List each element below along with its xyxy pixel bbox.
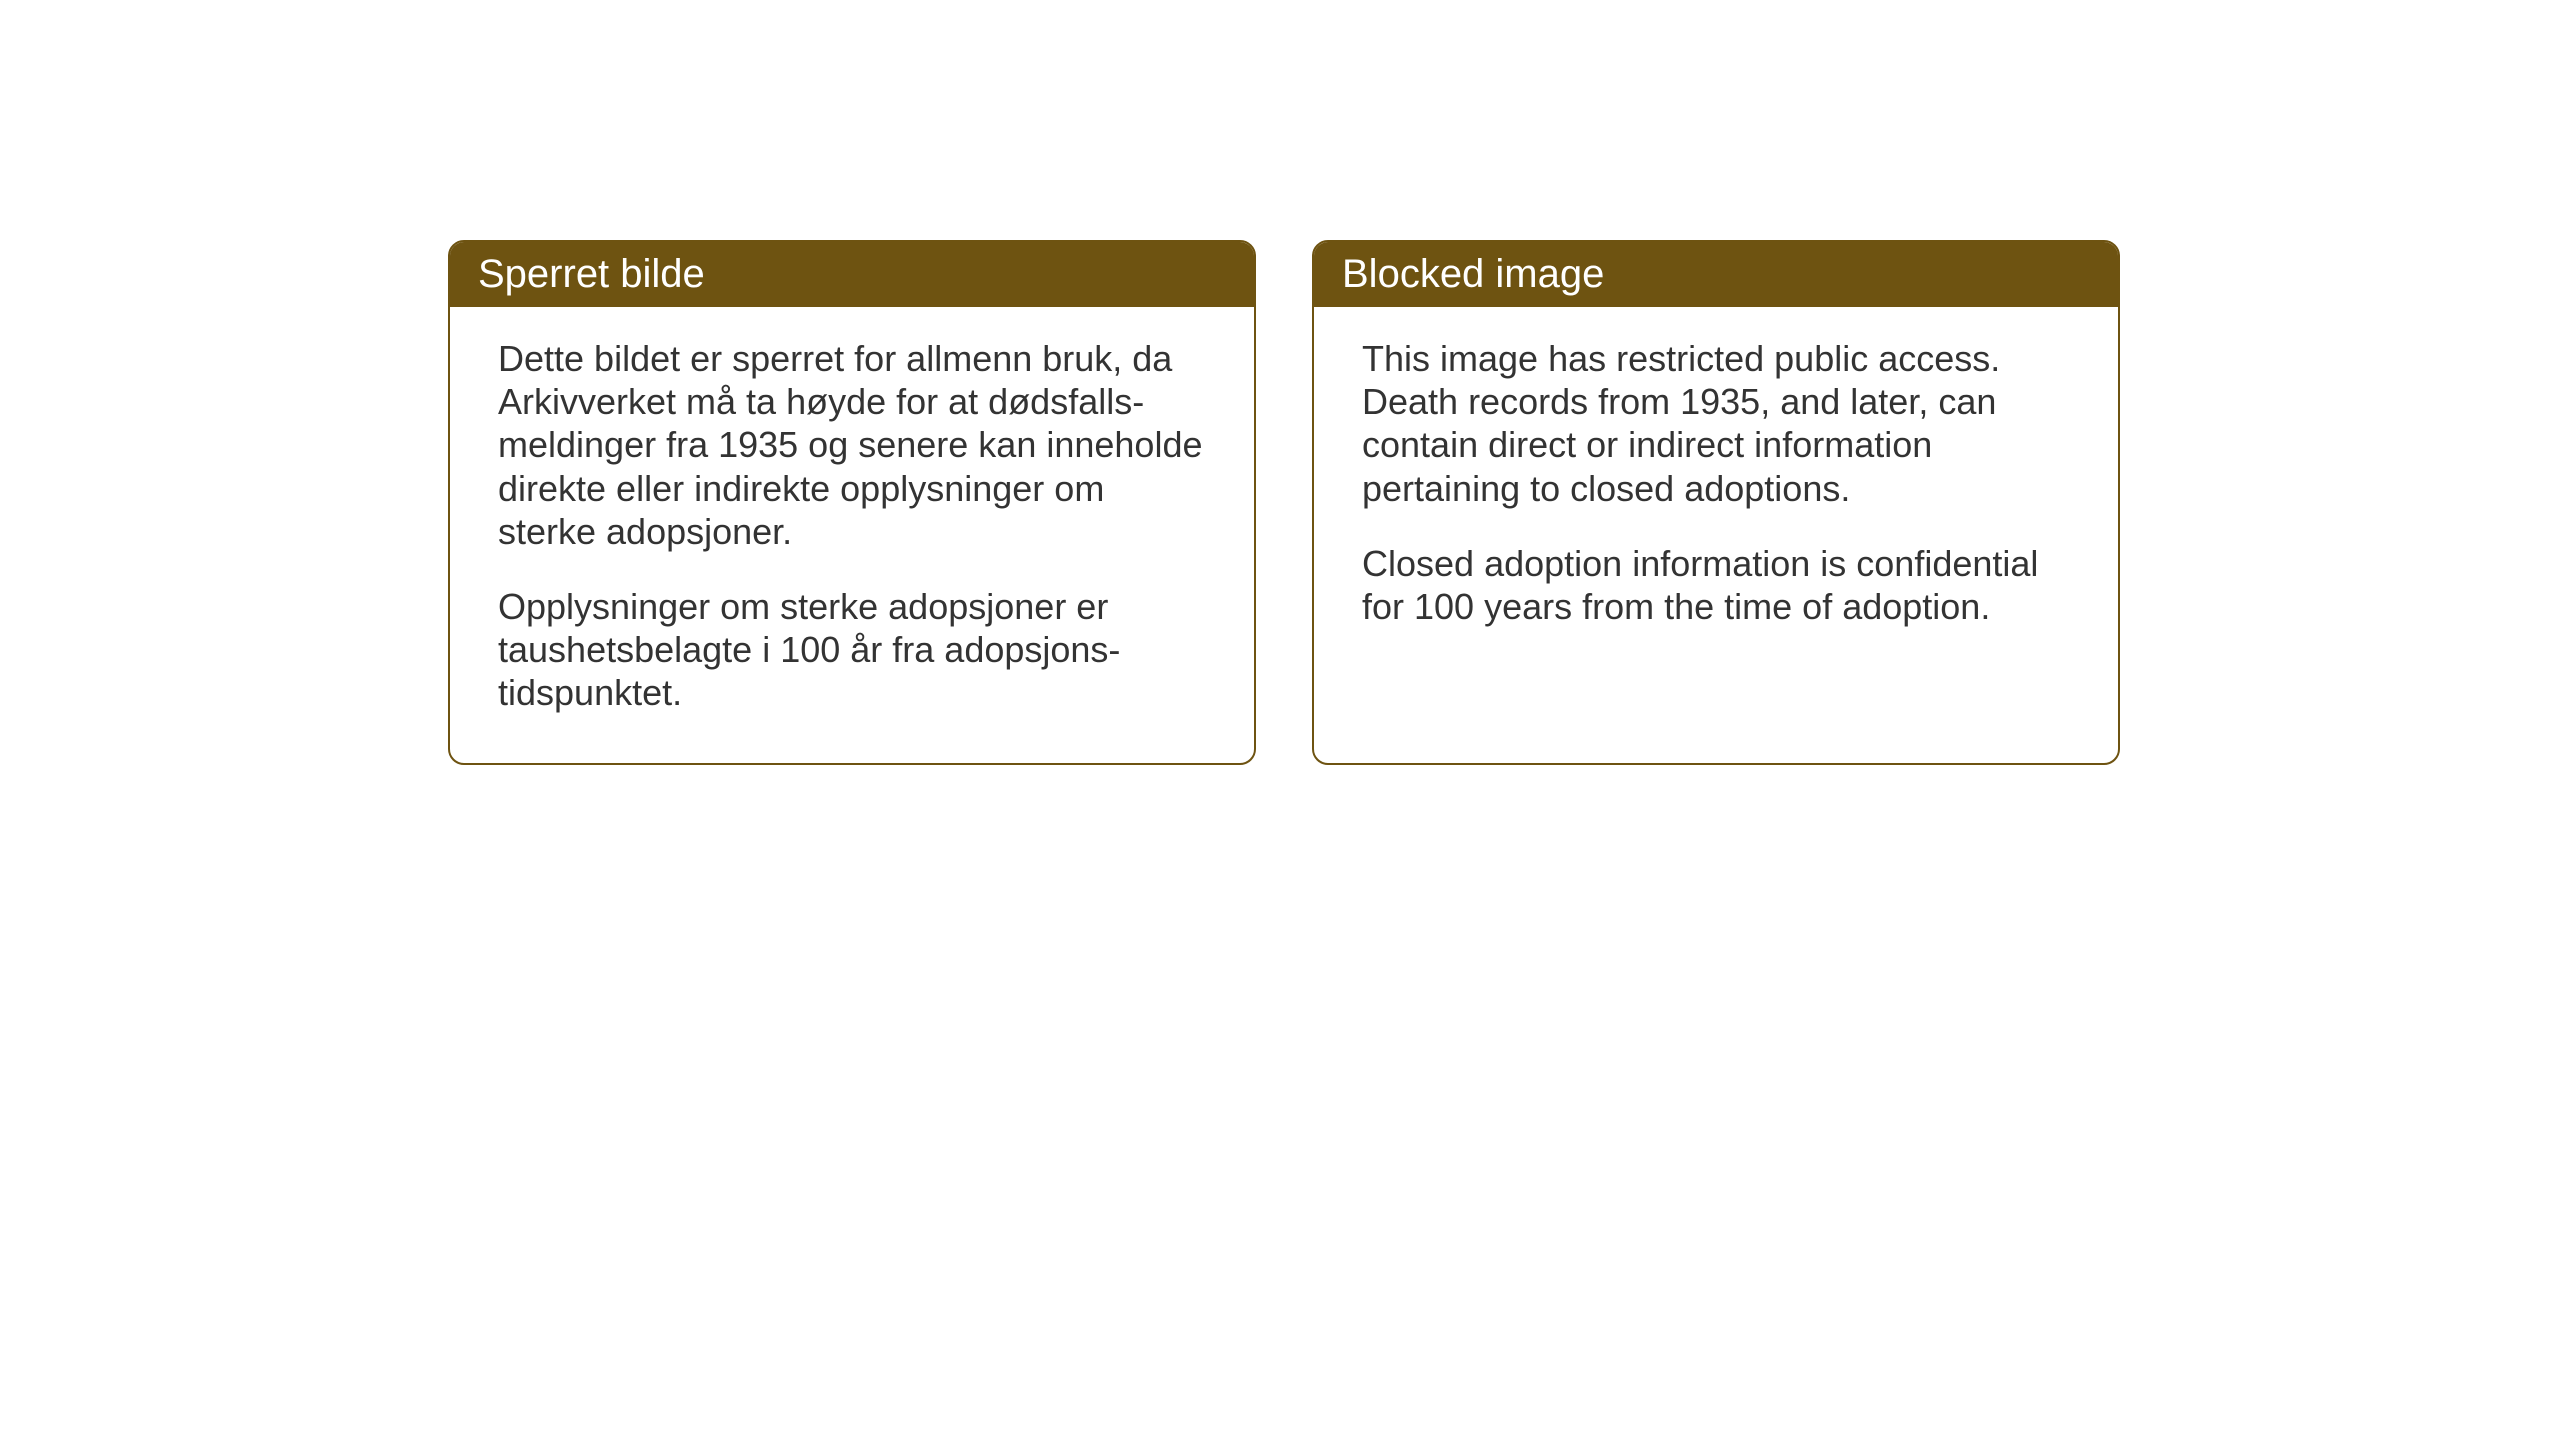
card-body-norwegian: Dette bildet er sperret for allmenn bruk… <box>450 307 1254 763</box>
card-paragraph: This image has restricted public access.… <box>1362 337 2070 510</box>
card-title-english: Blocked image <box>1342 252 1604 296</box>
notice-card-english: Blocked image This image has restricted … <box>1312 240 2120 765</box>
card-header-english: Blocked image <box>1314 242 2118 307</box>
card-header-norwegian: Sperret bilde <box>450 242 1254 307</box>
notice-container: Sperret bilde Dette bildet er sperret fo… <box>448 240 2120 765</box>
card-paragraph: Dette bildet er sperret for allmenn bruk… <box>498 337 1206 553</box>
card-body-english: This image has restricted public access.… <box>1314 307 2118 676</box>
notice-card-norwegian: Sperret bilde Dette bildet er sperret fo… <box>448 240 1256 765</box>
card-title-norwegian: Sperret bilde <box>478 252 705 296</box>
card-paragraph: Closed adoption information is confident… <box>1362 542 2070 628</box>
card-paragraph: Opplysninger om sterke adopsjoner er tau… <box>498 585 1206 715</box>
